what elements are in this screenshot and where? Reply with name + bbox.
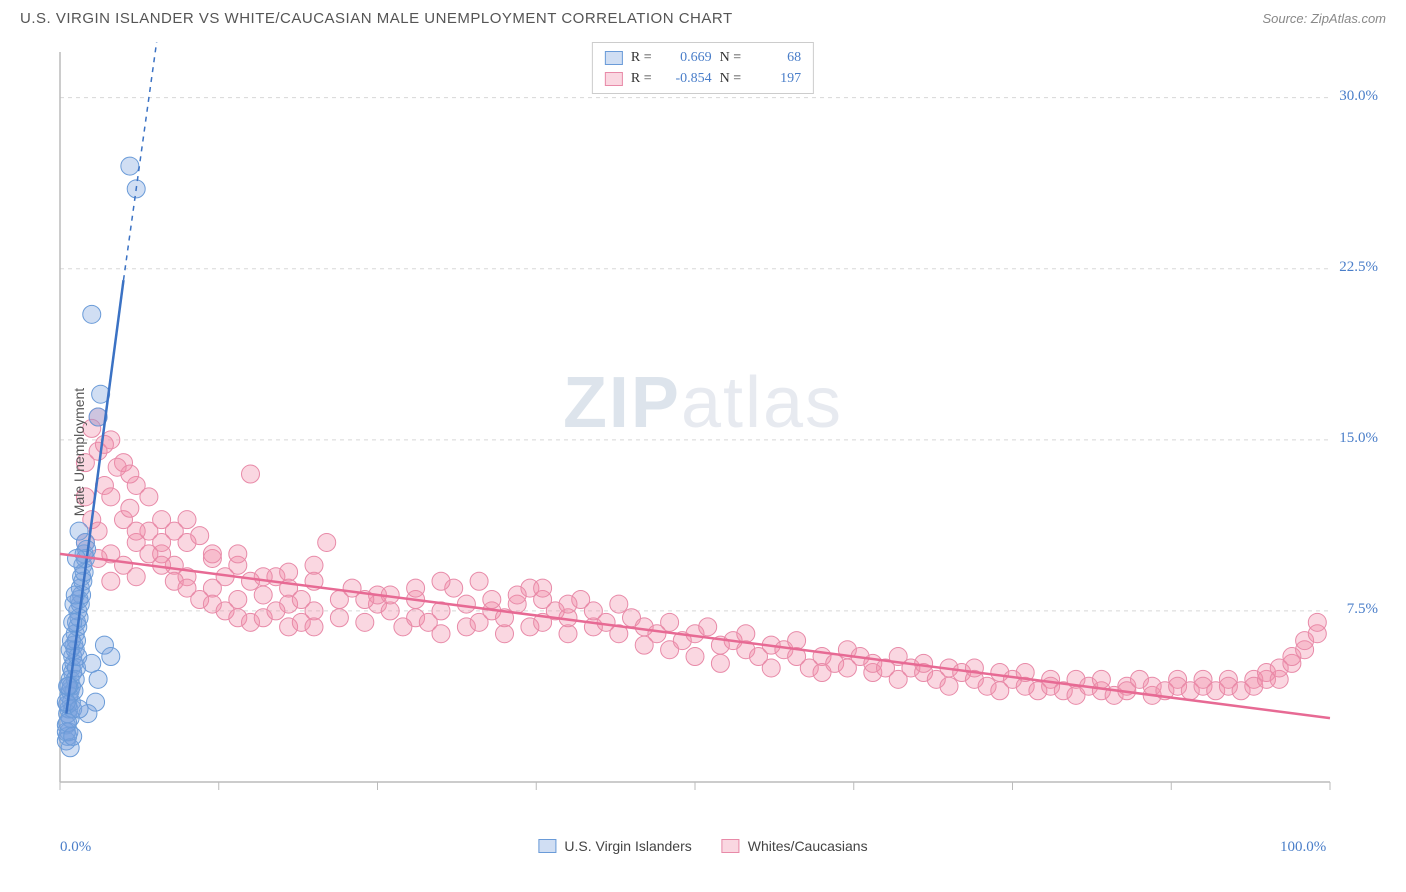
legend-stats: R = 0.669 N = 68 R = -0.854 N = 197	[592, 42, 814, 94]
x-tick-label: 0.0%	[60, 839, 91, 856]
r-label: R =	[631, 47, 652, 68]
legend-swatch	[538, 839, 556, 853]
n-label: N =	[720, 68, 742, 89]
n-value: 197	[749, 68, 801, 89]
legend-stat-row: R = 0.669 N = 68	[605, 47, 801, 68]
n-value: 68	[749, 47, 801, 68]
y-axis-label: Male Unemployment	[71, 388, 87, 516]
r-value: 0.669	[660, 47, 712, 68]
legend-series-label: Whites/Caucasians	[748, 838, 868, 854]
y-tick-label: 15.0%	[1339, 430, 1378, 447]
y-tick-label: 30.0%	[1339, 88, 1378, 105]
legend-series: U.S. Virgin Islanders Whites/Caucasians	[538, 838, 867, 854]
chart-area: Male Unemployment ZIPatlas R = 0.669 N =…	[20, 42, 1386, 862]
legend-series-item: U.S. Virgin Islanders	[538, 838, 691, 854]
r-value: -0.854	[660, 68, 712, 89]
y-tick-label: 7.5%	[1347, 601, 1378, 618]
y-tick-label: 22.5%	[1339, 259, 1378, 276]
legend-swatch	[605, 51, 623, 65]
chart-source: Source: ZipAtlas.com	[1262, 11, 1386, 26]
legend-swatch	[722, 839, 740, 853]
r-label: R =	[631, 68, 652, 89]
legend-stat-row: R = -0.854 N = 197	[605, 68, 801, 89]
chart-title: U.S. VIRGIN ISLANDER VS WHITE/CAUCASIAN …	[20, 10, 733, 27]
x-tick-label: 100.0%	[1280, 839, 1326, 856]
legend-series-label: U.S. Virgin Islanders	[564, 838, 691, 854]
chart-header: U.S. VIRGIN ISLANDER VS WHITE/CAUCASIAN …	[0, 0, 1406, 32]
n-label: N =	[720, 47, 742, 68]
legend-swatch	[605, 72, 623, 86]
legend-series-item: Whites/Caucasians	[722, 838, 868, 854]
scatter-plot	[20, 42, 1340, 822]
